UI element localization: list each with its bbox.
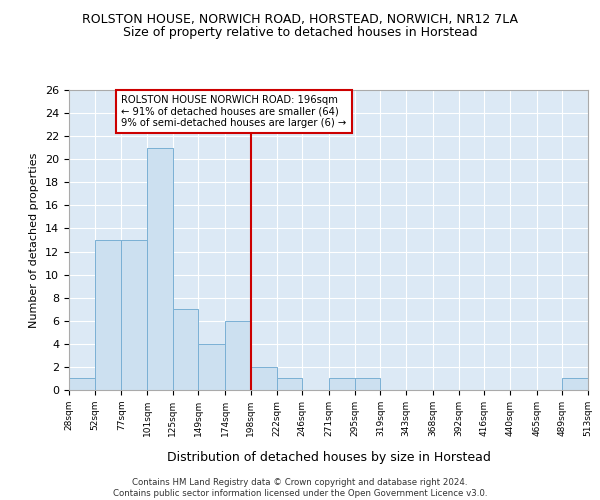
Bar [199, 344, 225, 390]
Bar [121, 240, 147, 390]
Y-axis label: Number of detached properties: Number of detached properties [29, 152, 40, 328]
Bar [355, 378, 380, 390]
Bar [251, 367, 277, 390]
Bar [225, 321, 251, 390]
Bar [562, 378, 588, 390]
Text: ROLSTON HOUSE NORWICH ROAD: 196sqm
← 91% of detached houses are smaller (64)
9% : ROLSTON HOUSE NORWICH ROAD: 196sqm ← 91%… [121, 94, 347, 128]
Text: ROLSTON HOUSE, NORWICH ROAD, HORSTEAD, NORWICH, NR12 7LA: ROLSTON HOUSE, NORWICH ROAD, HORSTEAD, N… [82, 12, 518, 26]
Text: Size of property relative to detached houses in Horstead: Size of property relative to detached ho… [122, 26, 478, 39]
Bar [277, 378, 302, 390]
Bar [95, 240, 121, 390]
Text: Contains HM Land Registry data © Crown copyright and database right 2024.
Contai: Contains HM Land Registry data © Crown c… [113, 478, 487, 498]
Bar [147, 148, 173, 390]
Bar [329, 378, 355, 390]
Text: Distribution of detached houses by size in Horstead: Distribution of detached houses by size … [167, 451, 491, 464]
Bar [69, 378, 95, 390]
Bar [173, 309, 199, 390]
